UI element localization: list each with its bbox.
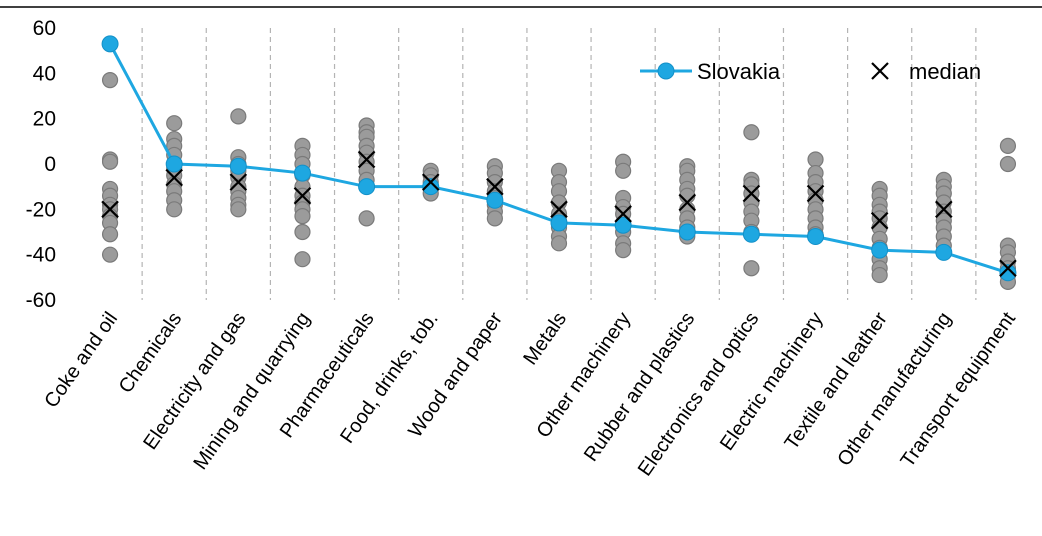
legend-median-x bbox=[871, 62, 889, 80]
median-point bbox=[101, 200, 119, 219]
y-tick-label: -40 bbox=[26, 244, 56, 267]
grid-layer bbox=[141, 28, 977, 300]
country-point bbox=[166, 115, 183, 132]
slovakia-point bbox=[678, 223, 696, 241]
country-point bbox=[615, 242, 632, 259]
legend-median-label: median bbox=[909, 59, 981, 84]
y-tick-label: 40 bbox=[33, 62, 56, 85]
slovakia-point bbox=[229, 157, 247, 175]
x-tick-label: Chemicals bbox=[115, 308, 187, 397]
country-point bbox=[230, 201, 247, 218]
x-tick-label: Rubber and plastics bbox=[580, 308, 699, 465]
country-point bbox=[550, 235, 568, 252]
median-point bbox=[421, 173, 440, 191]
median-point bbox=[165, 168, 183, 187]
x-tick-label: Other manufacturing bbox=[833, 308, 956, 470]
country-point bbox=[166, 201, 183, 218]
country-point bbox=[101, 153, 119, 170]
country-point bbox=[807, 151, 824, 168]
country-point bbox=[486, 210, 503, 227]
country-point bbox=[358, 210, 375, 227]
legend-slovakia-marker bbox=[657, 62, 675, 80]
y-tick-label: 60 bbox=[33, 17, 56, 40]
country-point bbox=[743, 124, 760, 141]
median-point bbox=[742, 184, 761, 203]
x-tick-label: Electronics and optics bbox=[634, 308, 764, 480]
country-point bbox=[294, 251, 311, 268]
slovakia-point bbox=[807, 228, 825, 246]
slovakia-point bbox=[101, 35, 119, 53]
country-point bbox=[230, 108, 247, 125]
median-point bbox=[293, 186, 312, 205]
country-point bbox=[871, 266, 888, 284]
legend-median-marker bbox=[871, 62, 889, 80]
slovakia-point bbox=[358, 178, 376, 196]
median-series bbox=[101, 150, 1017, 278]
slovakia-point bbox=[999, 264, 1017, 282]
x-tick-label: Coke and oil bbox=[40, 308, 122, 412]
slovakia-point bbox=[935, 243, 953, 261]
median-point bbox=[357, 150, 376, 169]
x-tick-label: Transport equipment bbox=[897, 308, 1021, 472]
slovakia-point bbox=[422, 178, 440, 196]
median-point bbox=[935, 200, 953, 219]
median-point bbox=[999, 259, 1017, 278]
country-point bbox=[999, 137, 1017, 154]
country-point bbox=[101, 246, 119, 263]
y-tick-label: 20 bbox=[33, 108, 56, 131]
slovakia-point bbox=[293, 164, 311, 182]
country-point bbox=[999, 155, 1017, 173]
median-point bbox=[486, 177, 504, 196]
legend-slovakia-label: Slovakia bbox=[697, 59, 781, 84]
median-point bbox=[678, 193, 697, 212]
y-tick-label: 0 bbox=[44, 153, 56, 176]
legend: Slovakia median bbox=[640, 59, 981, 84]
slovakia-point bbox=[165, 155, 183, 173]
country-point bbox=[101, 72, 119, 89]
country-point bbox=[101, 226, 119, 243]
y-tick-label: -20 bbox=[26, 198, 56, 221]
country-point bbox=[294, 208, 311, 225]
median-point bbox=[550, 200, 568, 219]
country-point bbox=[615, 162, 632, 179]
median-point bbox=[614, 205, 632, 223]
x-tick-label: Metals bbox=[519, 308, 571, 369]
slovakia-point bbox=[614, 216, 632, 234]
median-point bbox=[806, 184, 825, 203]
slovakia-series bbox=[101, 35, 1017, 282]
slovakia-point bbox=[871, 241, 889, 259]
x-tick-label: Mining and quarrying bbox=[189, 308, 314, 474]
median-point bbox=[229, 173, 248, 191]
y-tick-labels: 60 40 20 0 -20 -40 -60 bbox=[26, 17, 56, 312]
slovakia-point bbox=[486, 191, 504, 209]
country-point bbox=[743, 260, 760, 277]
y-tick-label: -60 bbox=[26, 289, 56, 312]
slovakia-point bbox=[550, 214, 568, 232]
median-point bbox=[870, 211, 889, 230]
slovakia-point bbox=[742, 225, 760, 243]
country-point bbox=[294, 223, 311, 241]
